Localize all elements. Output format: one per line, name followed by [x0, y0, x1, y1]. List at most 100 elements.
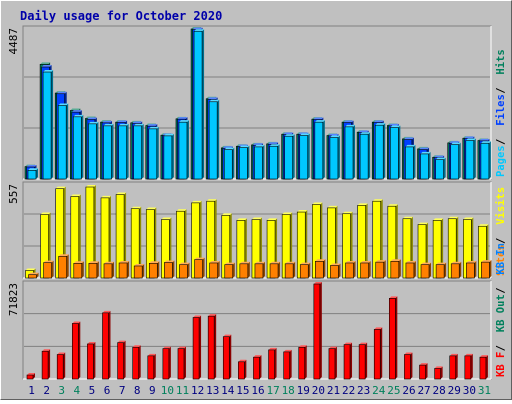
sites-bar: [164, 260, 175, 279]
y-max-label: 557: [7, 184, 20, 204]
pages-bar: [465, 138, 476, 180]
day-label: 6: [104, 384, 111, 397]
legend-entry: Visits: [495, 187, 507, 225]
sites-bar: [375, 260, 386, 279]
pages-bar: [163, 133, 174, 180]
day-label: 10: [161, 384, 174, 397]
pages-bar: [450, 142, 461, 180]
kbf-bar: [207, 314, 217, 380]
sites-bar: [466, 260, 477, 279]
day-label: 14: [221, 384, 235, 397]
day-label: 28: [433, 384, 446, 397]
kbf-bar: [283, 349, 292, 380]
sites-bar: [315, 259, 326, 279]
sites-bar: [360, 260, 371, 279]
pages-bar: [178, 120, 189, 180]
pages-bar: [57, 103, 69, 180]
legend-separator: /: [495, 287, 507, 293]
day-label: 16: [251, 384, 264, 397]
day-label: 2: [43, 384, 50, 397]
visits-bar: [100, 195, 111, 279]
day-label: 1: [28, 384, 35, 397]
kbf-bar: [132, 345, 141, 380]
legend-entry: KB F: [495, 352, 507, 377]
kbf-bar: [147, 353, 156, 380]
hits-files-pages-panel: 4487 Pages / Files / Hits: [7, 25, 507, 180]
day-label: 22: [342, 384, 355, 397]
day-label: 17: [266, 384, 279, 397]
sites-bar: [269, 261, 281, 279]
pages-bar: [329, 135, 340, 180]
visits-sites-panel: 557 Sites / Visits: [7, 181, 507, 279]
sites-bar: [224, 262, 235, 279]
pages-bar: [420, 151, 431, 180]
kbf-bar: [464, 353, 473, 380]
day-label: 8: [134, 384, 141, 397]
kbf-bar: [449, 353, 458, 380]
kbf-bar: [177, 346, 186, 380]
day-label: 18: [282, 384, 295, 397]
kbf-bar: [87, 341, 96, 380]
kbf-bar: [26, 373, 35, 380]
sites-bar: [345, 260, 356, 279]
sites-bar: [43, 260, 54, 279]
pages-bar: [359, 132, 371, 180]
day-label: 26: [402, 384, 415, 397]
sites-bar: [239, 261, 250, 279]
pages-bar: [239, 145, 250, 180]
legend-entry: Sites: [495, 244, 507, 276]
legend-separator: /: [495, 139, 507, 145]
sites-bar: [28, 272, 39, 279]
day-label: 15: [236, 384, 249, 397]
day-label: 23: [357, 384, 370, 397]
day-label: 19: [297, 384, 310, 397]
kbf-bar: [117, 340, 126, 380]
kbf-bar: [479, 355, 488, 380]
sites-bar: [58, 254, 69, 279]
sites-bar: [209, 260, 220, 279]
day-label: 13: [206, 384, 219, 397]
sites-bar: [118, 260, 130, 279]
day-labels: 1 2 3 4 5 6 7 8 9 10 11 12 13 14 15 16 17 18 19 20 21 22 23 24 2…: [28, 384, 491, 397]
pages-bar: [299, 133, 310, 180]
right-legend: Pages / Files / Hits: [495, 49, 507, 177]
pages-bar: [103, 123, 114, 180]
legend-separator: /: [495, 87, 507, 93]
kbf-bar: [192, 315, 202, 380]
sites-bar: [179, 262, 190, 279]
kbf-bar: [71, 321, 81, 380]
kbf-bar: [373, 327, 383, 380]
kbf-bar: [404, 352, 413, 380]
day-label: 9: [149, 384, 156, 397]
gridlines: [24, 313, 490, 347]
visits-bar: [281, 212, 293, 279]
pages-bar: [223, 147, 235, 180]
sites-bar: [330, 263, 341, 279]
kbf-bar: [222, 334, 232, 380]
day-label: 24: [372, 384, 386, 397]
kbf-bar: [343, 342, 353, 380]
kbf-bar: [298, 345, 307, 380]
right-legend: KB F / KB Out / KB In: [495, 243, 507, 377]
day-label: 27: [417, 384, 430, 397]
sites-bar: [133, 263, 145, 279]
right-legend: Sites / Visits: [495, 187, 507, 276]
sites-bar: [481, 260, 492, 279]
pages-bar: [133, 123, 144, 180]
day-label: 4: [74, 384, 81, 397]
pages-bar: [344, 124, 356, 180]
pages-bar: [88, 121, 99, 180]
day-label: 25: [387, 384, 400, 397]
sites-bar: [420, 262, 432, 279]
kbf-bar: [162, 346, 171, 380]
sites-bar: [405, 260, 416, 279]
sites-bar: [194, 257, 205, 279]
pages-bar: [405, 144, 416, 180]
legend-entry: Pages: [495, 145, 507, 177]
sites-bar: [435, 262, 447, 279]
pages-bar: [390, 125, 401, 180]
day-label: 30: [463, 384, 476, 397]
kbf-bar: [253, 355, 262, 380]
